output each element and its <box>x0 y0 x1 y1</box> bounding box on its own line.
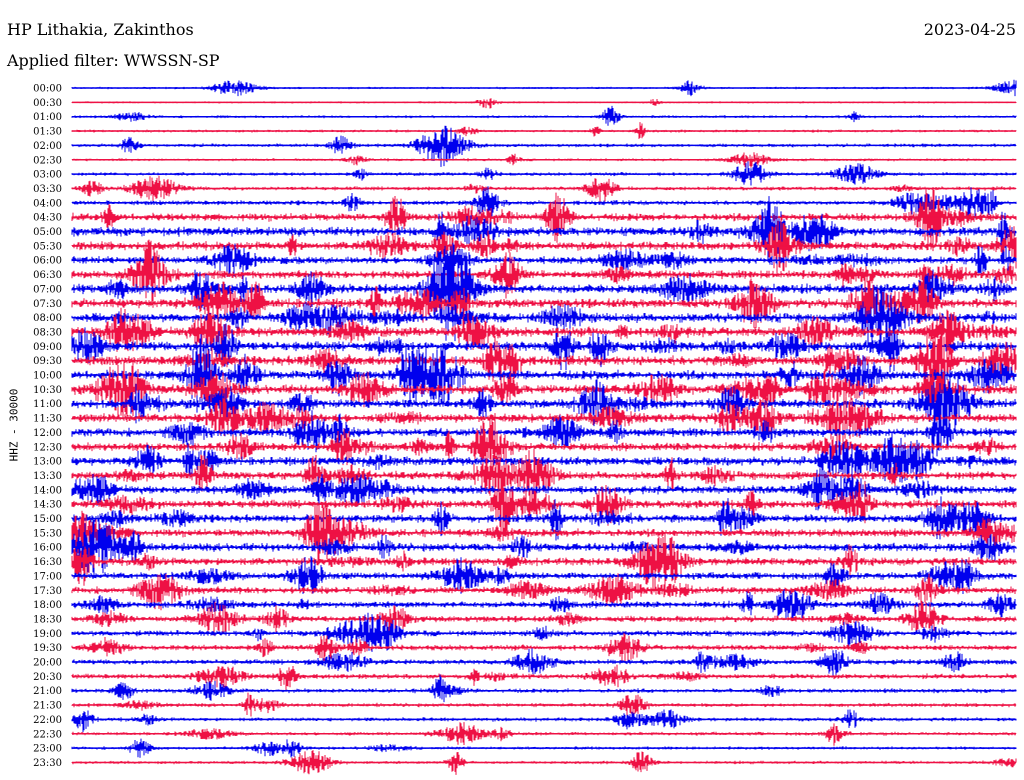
row-time-label: 04:00 <box>33 198 62 209</box>
row-time-label: 10:00 <box>33 371 62 382</box>
date-label: 2023-04-25 <box>923 20 1016 39</box>
row-time-label: 19:30 <box>33 643 62 654</box>
row-time-label: 14:30 <box>33 500 62 511</box>
row-time-label: 23:30 <box>33 758 62 769</box>
seismic-trace <box>71 98 1017 109</box>
row-time-label: 01:30 <box>33 127 62 138</box>
row-time-label: 03:30 <box>33 184 62 195</box>
row-time-label: 11:00 <box>33 399 62 410</box>
row-time-label: 09:00 <box>33 342 62 353</box>
seismic-trace <box>71 415 1017 475</box>
filter-label: Applied filter: WWSSN-SP <box>7 51 220 70</box>
row-time-label: 06:00 <box>33 256 62 267</box>
row-time-label: 18:00 <box>33 600 62 611</box>
row-time-label: 13:00 <box>33 457 62 468</box>
seismic-trace <box>71 125 1017 167</box>
row-time-label: 18:30 <box>33 614 62 625</box>
row-time-label: 02:30 <box>33 155 62 166</box>
seismic-trace <box>71 188 1017 252</box>
row-time-label: 07:30 <box>33 299 62 310</box>
row-time-label: 16:30 <box>33 557 62 568</box>
row-time-label: 04:30 <box>33 213 62 224</box>
row-time-label: 17:00 <box>33 571 62 582</box>
row-time-label: 20:00 <box>33 658 62 669</box>
row-time-label: 22:30 <box>33 729 62 740</box>
seismic-trace <box>71 502 1017 566</box>
row-time-label: 08:30 <box>33 327 62 338</box>
row-time-label: 05:00 <box>33 227 62 238</box>
row-time-label: 11:30 <box>33 414 62 425</box>
row-time-label: 12:30 <box>33 442 62 453</box>
row-time-label: 21:00 <box>33 686 62 697</box>
row-time-label: 15:00 <box>33 514 62 525</box>
row-time-label: 16:00 <box>33 543 62 554</box>
row-time-label: 01:00 <box>33 112 62 123</box>
row-time-label: 12:00 <box>33 428 62 439</box>
row-time-label: 00:30 <box>33 98 62 109</box>
station-title: HP Lithakia, Zakinthos <box>7 20 194 39</box>
row-time-label: 10:30 <box>33 385 62 396</box>
row-time-label: 22:00 <box>33 715 62 726</box>
row-time-label: 03:00 <box>33 170 62 181</box>
row-time-label: 00:00 <box>33 84 62 95</box>
seismic-trace <box>71 105 1017 126</box>
row-time-label: 02:00 <box>33 141 62 152</box>
row-time-label: 17:30 <box>33 586 62 597</box>
row-time-label: 20:30 <box>33 672 62 683</box>
row-time-label: 05:30 <box>33 241 62 252</box>
row-time-label: 21:30 <box>33 701 62 712</box>
row-time-label: 15:30 <box>33 528 62 539</box>
row-time-label: 14:00 <box>33 485 62 496</box>
row-time-label: 13:30 <box>33 471 62 482</box>
row-time-label: 09:30 <box>33 356 62 367</box>
row-time-label: 06:30 <box>33 270 62 281</box>
row-time-label: 19:00 <box>33 629 62 640</box>
row-time-label: 08:00 <box>33 313 62 324</box>
row-time-label: 07:00 <box>33 284 62 295</box>
row-time-label: 23:00 <box>33 744 62 755</box>
